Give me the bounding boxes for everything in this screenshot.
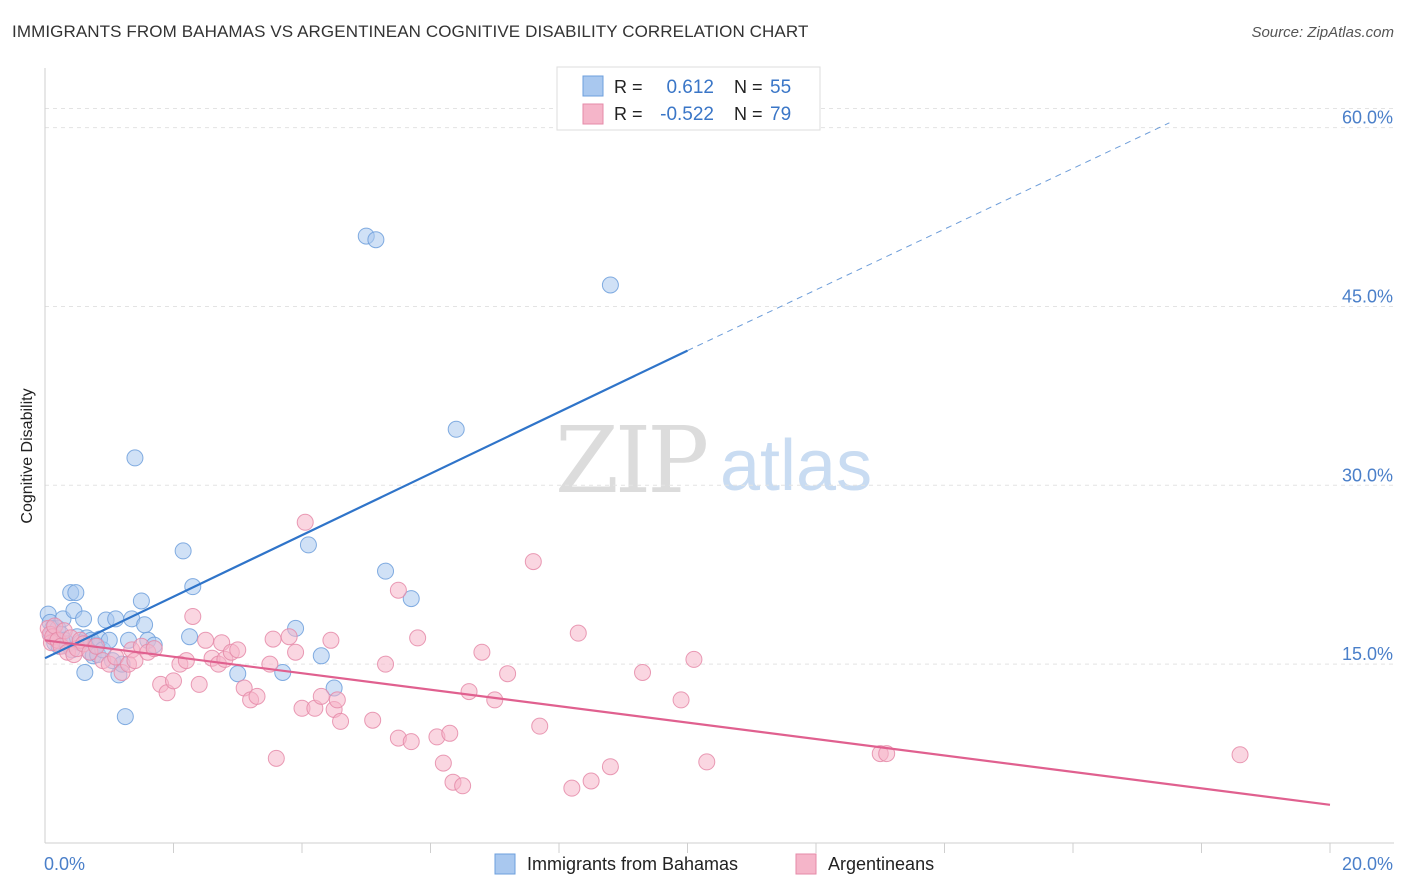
bahamas-point	[76, 664, 94, 681]
chart-title: IMMIGRANTS FROM BAHAMAS VS ARGENTINEAN C…	[12, 22, 809, 41]
argentineans-point	[569, 624, 587, 642]
argentineans-point	[486, 691, 504, 709]
argentineans-point	[190, 675, 208, 693]
x-tick-label-min: 0.0%	[44, 854, 85, 874]
bahamas-point	[229, 665, 247, 683]
argentineans-point	[145, 640, 163, 658]
bahamas-point	[126, 449, 144, 467]
argentineans-point	[499, 665, 517, 683]
argentineans-point	[328, 691, 346, 709]
argentineans-point	[267, 749, 285, 767]
argentineans-point	[563, 779, 581, 797]
legend-label-bahamas: Immigrants from Bahamas	[527, 854, 738, 874]
bahamas-point	[601, 276, 619, 294]
argentineans-point	[402, 733, 420, 751]
bahamas-point	[181, 628, 199, 646]
legend: Immigrants from Bahamas Argentineans	[494, 853, 934, 875]
argentineans-point	[165, 672, 182, 690]
bahamas-point	[377, 562, 395, 580]
argentineans-point	[582, 772, 600, 790]
stats-r-label-bahamas: R =	[614, 77, 643, 97]
y-tick-label: 60.0%	[1342, 108, 1393, 128]
bahamas-point	[116, 708, 134, 726]
argentineans-point	[197, 631, 215, 649]
argentineans-point	[332, 712, 350, 730]
argentineans-point	[389, 581, 407, 599]
argentineans-point	[672, 691, 690, 709]
stats-n-value-bahamas: 55	[770, 77, 791, 98]
argentineans-point	[473, 643, 491, 661]
argentineans-point	[377, 655, 395, 673]
stats-n-label-argentineans: N =	[734, 104, 763, 124]
argentineans-point	[634, 664, 652, 681]
argentineans-point	[280, 628, 298, 646]
bahamas-point	[447, 420, 465, 438]
stats-n-label-bahamas: N =	[734, 77, 763, 97]
argentineans-point	[441, 724, 459, 742]
argentineans-point	[685, 650, 703, 668]
source-credit: Source: ZipAtlas.com	[1251, 24, 1394, 41]
gridlines	[45, 108, 1394, 665]
bahamas-point	[367, 231, 385, 249]
bahamas-point	[174, 542, 192, 560]
argentineans-point	[454, 777, 472, 795]
stats-swatch-argentineans	[582, 103, 604, 125]
argentineans-point	[264, 630, 282, 648]
argentineans-point	[524, 553, 542, 571]
stats-r-value-argentineans: -0.522	[660, 104, 714, 125]
bahamas-point	[75, 610, 93, 628]
argentineans-point	[287, 643, 305, 661]
bahamas-point	[299, 536, 317, 554]
argentineans-point	[184, 607, 202, 625]
argentineans-point	[296, 513, 314, 531]
trend-line-argentineans	[44, 639, 1331, 806]
data-points	[39, 227, 1249, 797]
legend-label-argentineans: Argentineans	[828, 854, 934, 874]
stats-swatch-bahamas	[582, 75, 604, 97]
argentineans-point	[409, 629, 427, 647]
stats-box: R = 0.612 N = 55 R = -0.522 N = 79	[556, 66, 821, 131]
stats-r-label-argentineans: R =	[614, 104, 643, 124]
argentineans-point	[434, 754, 452, 772]
argentineans-point	[229, 641, 247, 659]
bahamas-point	[132, 592, 150, 610]
x-tick-labels: 0.0% 20.0%	[44, 854, 1393, 874]
argentineans-point	[177, 652, 195, 670]
argentineans-point	[601, 758, 619, 776]
argentineans-point	[322, 631, 340, 649]
argentineans-point	[698, 753, 716, 771]
bahamas-point	[402, 590, 420, 608]
stats-r-value-bahamas: 0.612	[666, 77, 714, 98]
y-tick-labels: 15.0% 30.0% 45.0% 60.0%	[1342, 108, 1393, 665]
argentineans-point	[364, 711, 382, 729]
watermark-zip: ZIP	[555, 407, 706, 514]
x-tick-label-max: 20.0%	[1342, 854, 1393, 874]
trend-lines	[44, 122, 1331, 806]
y-tick-label: 30.0%	[1342, 465, 1393, 485]
y-tick-label: 45.0%	[1342, 286, 1393, 306]
y-tick-label: 15.0%	[1342, 644, 1393, 664]
argentineans-point	[460, 683, 478, 701]
legend-swatch-bahamas	[494, 853, 516, 875]
bahamas-point	[312, 647, 330, 665]
legend-swatch-argentineans	[795, 853, 817, 875]
bahamas-point	[67, 584, 85, 602]
argentineans-point	[1231, 746, 1249, 764]
axes	[44, 68, 1394, 853]
trend-line-bahamas	[44, 349, 688, 660]
watermark-atlas: atlas	[720, 426, 872, 506]
trend-line-bahamas-extension	[687, 122, 1170, 352]
stats-n-value-argentineans: 79	[770, 104, 791, 125]
argentineans-point	[248, 687, 266, 705]
argentineans-point	[312, 687, 330, 705]
bahamas-point	[136, 616, 154, 634]
argentineans-point	[531, 717, 549, 735]
